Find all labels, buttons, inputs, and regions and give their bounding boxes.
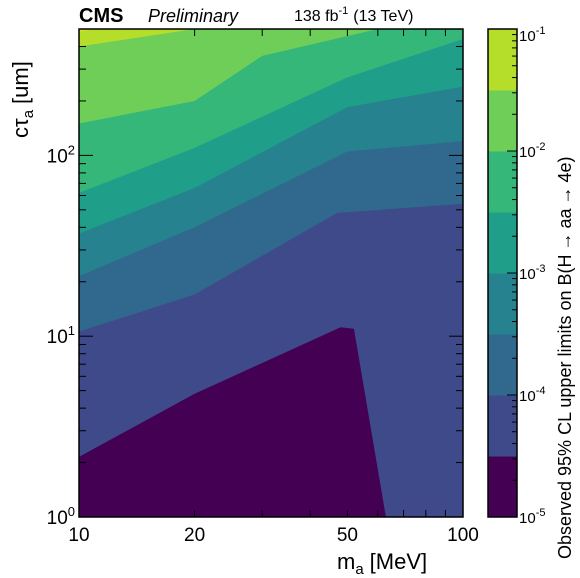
experiment-label: CMS	[79, 5, 123, 27]
x-axis-title: ma [MeV]	[337, 549, 427, 578]
z-tick-label: 10-2	[519, 141, 545, 161]
color-bar-title-arrow2: →	[555, 187, 575, 205]
color-bar-band	[488, 334, 517, 396]
status-label: Preliminary	[148, 6, 239, 26]
color-bar-band	[488, 151, 517, 213]
energy-label: (13 TeV)	[353, 8, 413, 25]
x-axis-title-unit: [MeV]	[370, 549, 427, 574]
color-bar-title-mid: aa	[555, 208, 575, 229]
y-tick-label: 101	[47, 323, 75, 348]
x-tick-label: 100	[447, 525, 479, 546]
luminosity-label: 138 fb-1 (13 TeV)	[294, 5, 413, 25]
x-tick-label: 20	[184, 525, 205, 546]
y-axis-title-sub: a	[20, 109, 37, 118]
z-tick-label: 10-1	[519, 25, 545, 45]
x-tick-label: 10	[68, 525, 89, 546]
color-bar-band	[488, 273, 517, 335]
color-bar	[488, 29, 517, 518]
color-bar-band	[488, 212, 517, 274]
color-bar-band	[488, 90, 517, 152]
color-bar-title-suffix: 4e)	[555, 156, 575, 182]
y-tick-label: 102	[47, 142, 75, 167]
lumi-exponent: -1	[338, 5, 348, 17]
color-bar-title: Observed 95% CL upper limits on B(H → aa → 4…	[555, 156, 575, 559]
x-tick-label: 50	[337, 525, 358, 546]
color-bar-band	[488, 29, 517, 91]
contour-region-7	[79, 29, 195, 47]
x-axis-ticks: 10 20 50 100	[68, 29, 479, 546]
color-bar-title-arrow1: →	[555, 233, 575, 251]
x-axis-title-main: m	[337, 549, 355, 574]
z-tick-label: 10-4	[519, 385, 545, 405]
color-bar-band	[488, 456, 517, 518]
color-bar-ticks: 10-5 10-4 10-3 10-2 10-1	[507, 25, 545, 527]
z-tick-label: 10-5	[519, 507, 545, 527]
contour-regions	[79, 29, 463, 517]
lumi-value: 138 fb	[294, 8, 339, 25]
plot-frame	[78, 28, 464, 518]
color-bar-band	[488, 395, 517, 457]
z-tick-label: 10-3	[519, 263, 545, 283]
contour-region-6	[79, 29, 378, 124]
x-axis-title-sub: a	[355, 561, 364, 578]
y-axis-title-main: cτ	[8, 118, 33, 138]
color-bar-title-prefix: Observed 95% CL upper limits on B(H	[555, 255, 575, 559]
y-axis-ticks: 100 101 102	[47, 28, 463, 529]
y-axis-title: cτa [um]	[8, 61, 37, 138]
y-tick-label: 100	[47, 504, 75, 529]
y-axis-title-unit: [um]	[8, 61, 33, 104]
